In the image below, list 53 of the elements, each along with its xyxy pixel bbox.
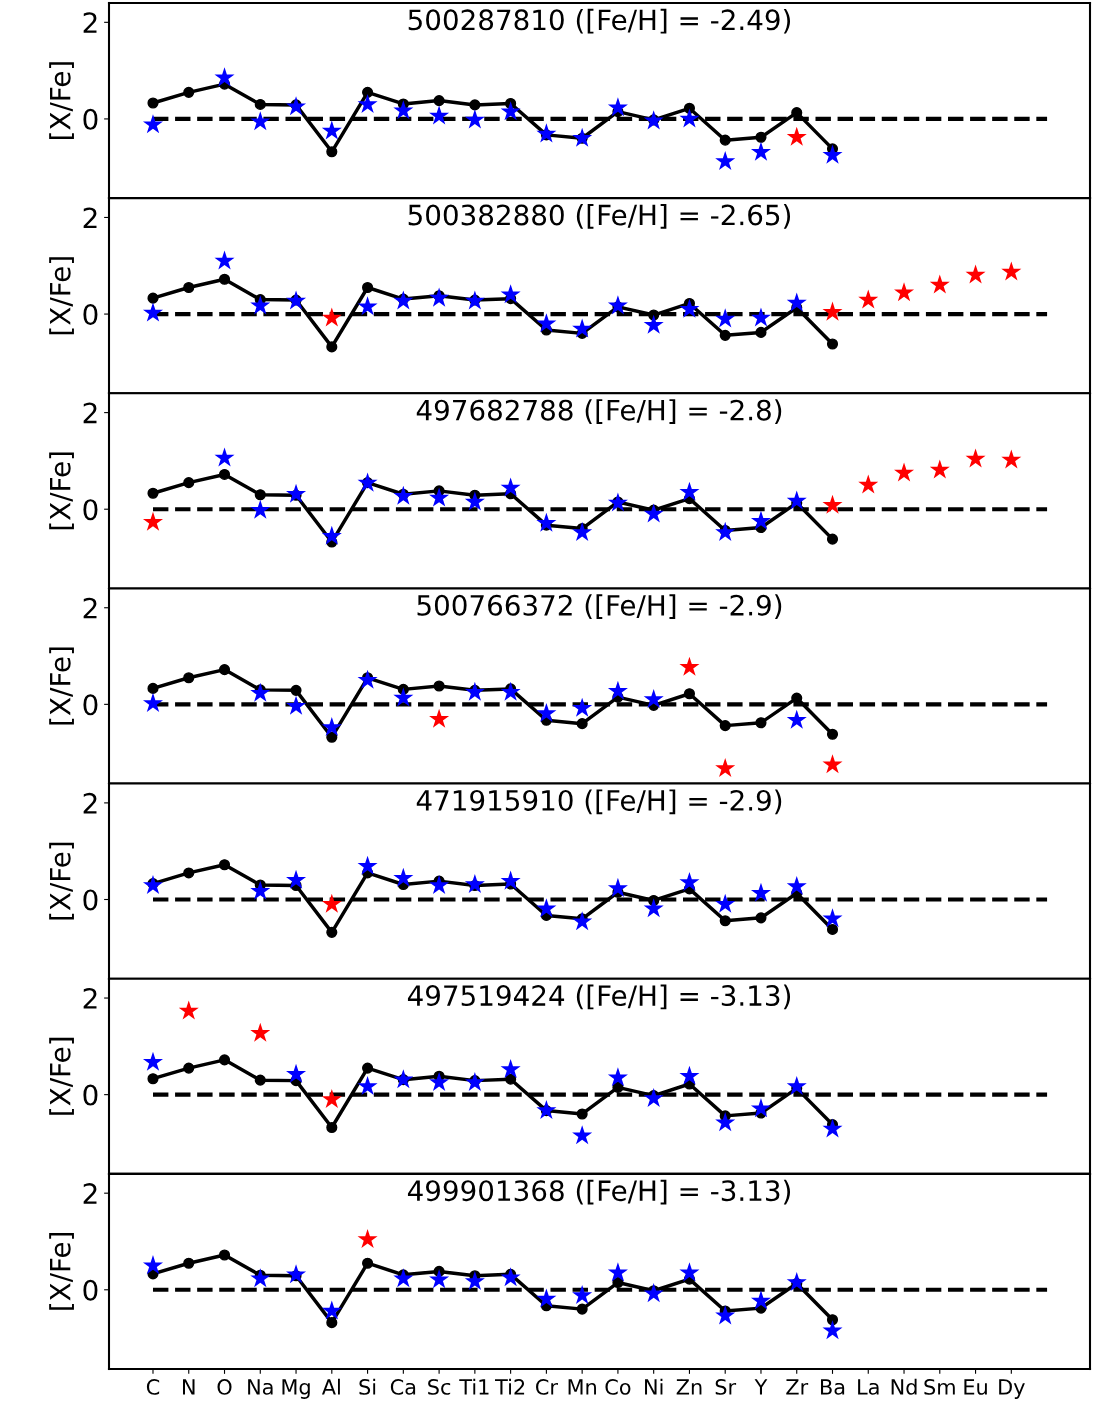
x-tick-label: Sc — [428, 1379, 451, 1395]
y-axis-title: [X/Fe] — [49, 1233, 74, 1310]
y-tick-label: 2 — [83, 207, 97, 229]
y-tick-label: 2 — [83, 987, 97, 1009]
y-axis-title: [X/Fe] — [49, 62, 74, 139]
y-tick-label: 0 — [83, 694, 98, 716]
x-tick-label: La — [858, 1379, 879, 1395]
x-tick-label: N — [183, 1379, 195, 1395]
x-tick-label: Mn — [568, 1379, 596, 1395]
y-tick-label: 0 — [83, 304, 98, 326]
chart-title: 497519424 ([Fe/H] = -3.13) — [407, 984, 791, 1010]
y-tick-label: 2 — [83, 597, 97, 619]
x-tick-label: Na — [248, 1379, 273, 1395]
y-axis-title: [X/Fe] — [49, 1037, 74, 1115]
x-tick-label: Ca — [390, 1379, 416, 1395]
x-tick-label: Zr — [786, 1379, 809, 1395]
x-tick-label: Co — [605, 1379, 631, 1395]
chart-title: 497682788 ([Fe/H] = -2.8) — [416, 399, 782, 424]
y-axis-title: [X/Fe] — [49, 647, 74, 725]
chart-title: 500766372 ([Fe/H] = -2.9) — [417, 594, 782, 620]
y-axis-title: [X/Fe] — [49, 842, 74, 920]
x-tick-label: Ti2 — [495, 1378, 525, 1395]
x-tick-label: Dy — [999, 1379, 1025, 1399]
x-tick-label: Eu — [964, 1379, 987, 1395]
x-tick-label: Nd — [891, 1378, 917, 1395]
chart-title: 499901368 ([Fe/H] = -3.13) — [407, 1179, 791, 1205]
x-tick-label: Sm — [924, 1379, 955, 1395]
x-tick-label: Y — [754, 1379, 768, 1395]
x-tick-label: Cr — [536, 1379, 558, 1395]
y-tick-label: 2 — [83, 12, 97, 33]
y-tick-label: 0 — [83, 889, 98, 911]
x-tick-label: C — [146, 1379, 160, 1395]
x-tick-label: Ti1 — [459, 1378, 489, 1395]
chart-title: 471915910 ([Fe/H] = -2.9) — [416, 789, 782, 815]
x-tick-label: Ni — [645, 1378, 663, 1395]
y-tick-label: 0 — [83, 1084, 98, 1106]
x-tick-label: O — [217, 1379, 232, 1395]
y-tick-label: 2 — [83, 1183, 97, 1204]
chart-title: 500287810 ([Fe/H] = -2.49) — [408, 8, 791, 34]
y-axis-title: [X/Fe] — [49, 452, 74, 530]
y-tick-label: 0 — [83, 1279, 98, 1301]
x-tick-label: Si — [359, 1378, 376, 1395]
chart-title: 500382880 ([Fe/H] = -2.65) — [408, 204, 791, 229]
y-tick-label: 2 — [83, 402, 97, 424]
y-axis-title: [X/Fe] — [49, 257, 74, 335]
y-tick-label: 0 — [83, 108, 98, 130]
x-tick-label: Sr — [715, 1379, 737, 1395]
x-tick-label: Al — [321, 1378, 340, 1395]
x-tick-label: Zn — [676, 1379, 702, 1395]
x-tick-label: Mg — [282, 1379, 310, 1399]
y-tick-label: 0 — [83, 499, 98, 521]
y-tick-label: 2 — [83, 792, 97, 814]
x-tick-label: Ba — [821, 1379, 845, 1395]
